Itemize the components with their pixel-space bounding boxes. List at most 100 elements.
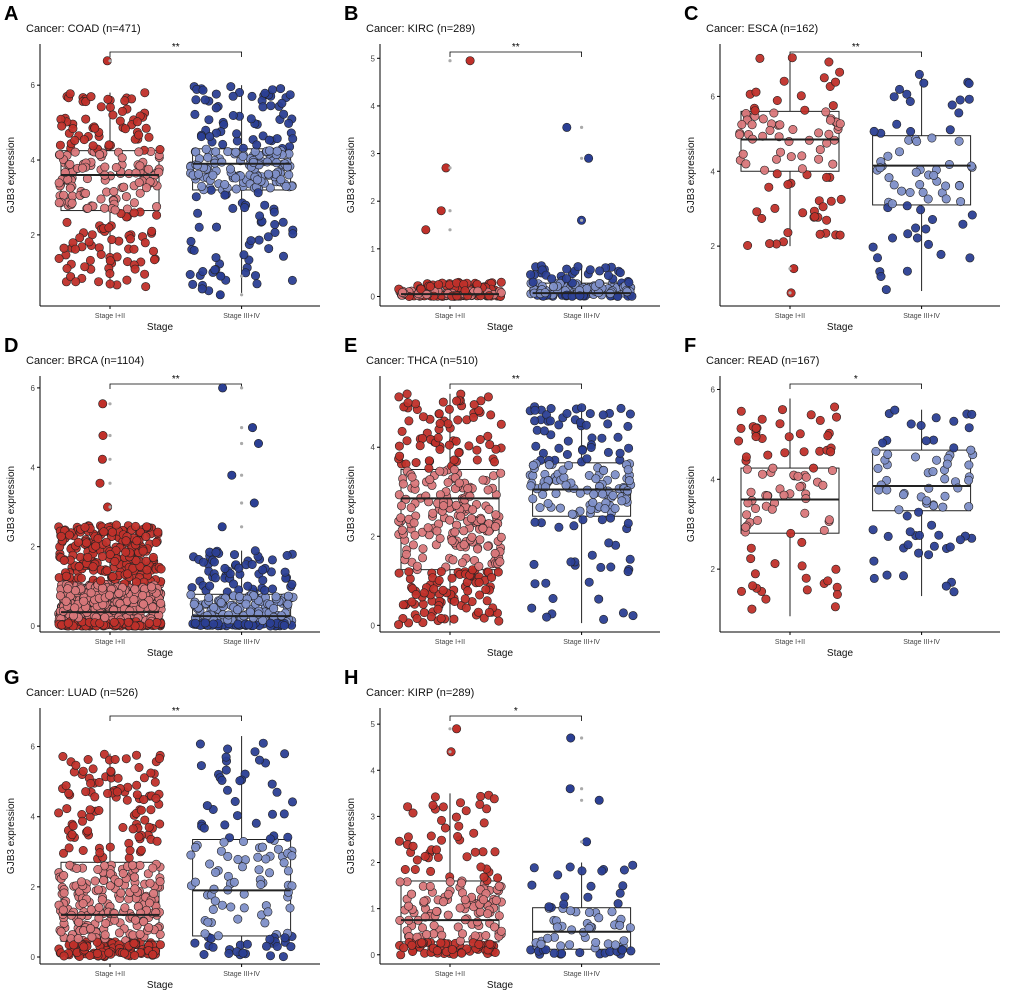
data-point <box>71 760 81 770</box>
data-point <box>581 420 591 430</box>
data-point <box>494 881 504 891</box>
data-point <box>438 501 448 511</box>
data-point <box>912 233 922 243</box>
data-point <box>472 455 482 465</box>
significance-bracket <box>109 51 242 57</box>
data-point <box>61 571 71 581</box>
data-point <box>85 805 95 815</box>
data-point <box>114 588 124 598</box>
data-point <box>482 804 492 814</box>
x-tick-label: Stage I+II <box>775 639 805 646</box>
data-point <box>83 552 93 562</box>
data-point <box>77 877 87 887</box>
data-point <box>193 208 203 218</box>
data-point <box>786 528 796 538</box>
data-point <box>736 423 746 433</box>
data-point <box>105 256 115 266</box>
data-point <box>830 77 840 87</box>
data-point <box>227 470 237 480</box>
data-point <box>496 532 506 542</box>
data-point <box>284 170 294 180</box>
data-point <box>80 262 90 272</box>
data-point <box>795 429 805 439</box>
points <box>735 53 846 298</box>
data-point <box>425 475 435 485</box>
data-point <box>483 431 493 441</box>
data-point <box>129 594 139 604</box>
data-point <box>552 922 562 932</box>
data-point <box>454 448 464 458</box>
data-point <box>750 106 760 116</box>
data-point <box>478 895 488 905</box>
points <box>394 724 506 960</box>
data-point <box>139 795 149 805</box>
data-point <box>433 604 443 614</box>
data-point <box>105 102 115 112</box>
data-point <box>101 537 111 547</box>
data-point <box>448 555 458 565</box>
data-point <box>147 226 157 236</box>
data-point <box>394 490 404 500</box>
data-point <box>779 490 789 500</box>
data-point <box>594 594 604 604</box>
data-point <box>408 808 418 818</box>
data-point <box>474 561 484 571</box>
data-point <box>141 282 151 292</box>
data-point <box>144 923 154 933</box>
data-point <box>447 944 457 954</box>
data-point <box>967 409 977 419</box>
data-point <box>203 917 213 927</box>
data-point <box>567 509 577 519</box>
points <box>54 749 165 962</box>
data-point <box>757 214 767 224</box>
data-point <box>905 527 915 537</box>
data-point <box>954 108 964 118</box>
outlier-marker <box>448 750 452 754</box>
data-point <box>802 585 812 595</box>
data-point <box>263 169 273 179</box>
data-point <box>815 229 825 239</box>
data-point <box>465 56 475 66</box>
data-point <box>526 481 536 491</box>
data-point <box>884 173 894 183</box>
data-point <box>491 444 501 454</box>
data-point <box>272 146 282 156</box>
data-point <box>140 269 150 279</box>
data-point <box>554 522 564 532</box>
data-point <box>238 862 248 872</box>
data-point <box>461 603 471 613</box>
y-tick-label: 6 <box>31 743 36 752</box>
data-point <box>264 135 274 145</box>
data-point <box>260 200 270 210</box>
data-point <box>132 790 142 800</box>
data-point <box>418 544 428 554</box>
data-point <box>285 90 295 100</box>
data-point <box>220 820 230 830</box>
panel-letter: E <box>344 335 357 357</box>
data-point <box>104 140 114 150</box>
data-point <box>141 556 151 566</box>
data-point <box>916 420 926 430</box>
data-point <box>197 284 207 294</box>
data-point <box>783 228 793 238</box>
data-point <box>491 895 501 905</box>
x-axis-label: Stage <box>147 322 174 333</box>
data-point <box>882 485 892 495</box>
data-point <box>566 557 576 567</box>
data-point <box>282 550 292 560</box>
data-point <box>83 203 93 213</box>
outlier-marker <box>580 798 584 802</box>
outlier-marker <box>580 736 584 740</box>
data-point <box>199 823 209 833</box>
data-point <box>97 895 107 905</box>
data-point <box>763 450 773 460</box>
data-point <box>198 266 208 276</box>
data-point <box>485 939 495 949</box>
data-point <box>916 205 926 215</box>
data-point <box>410 530 420 540</box>
data-point <box>459 540 469 550</box>
data-point <box>910 452 920 462</box>
data-point <box>255 755 265 765</box>
data-point <box>265 834 275 844</box>
data-point <box>155 753 165 763</box>
